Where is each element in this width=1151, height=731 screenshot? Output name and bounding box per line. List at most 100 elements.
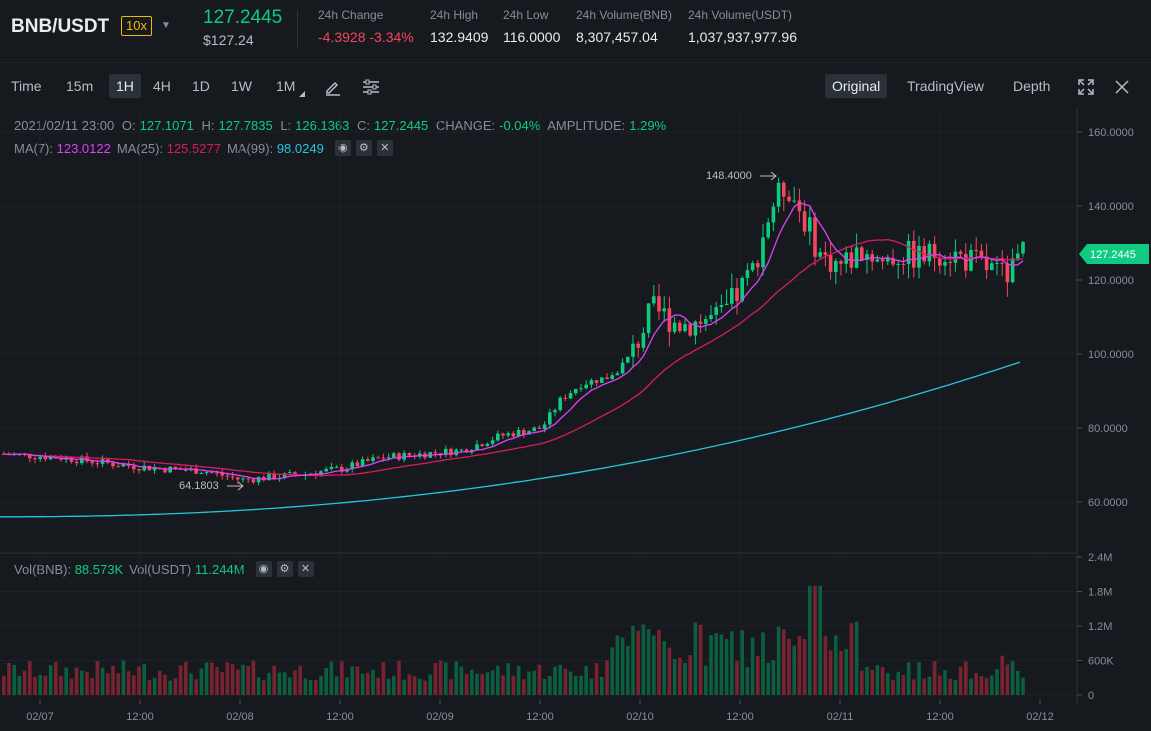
interval-time[interactable]: Time bbox=[11, 78, 42, 94]
volume-bar bbox=[246, 666, 250, 695]
volume-bar bbox=[22, 670, 27, 695]
dropdown-corner-icon[interactable] bbox=[299, 91, 305, 97]
volume-legend: Vol(BNB): 88.573K Vol(USDT) 11.244M ◉ ⚙ … bbox=[14, 561, 314, 577]
ohlc-amplitude-label: AMPLITUDE: bbox=[547, 118, 626, 133]
view-original[interactable]: Original bbox=[825, 74, 888, 98]
stat-24h-change: 24h Change -4.3928 -3.34% bbox=[318, 8, 414, 45]
chart-toolbar: Time 15m 1H 4H 1D 1W 1M Original Trading… bbox=[0, 69, 1151, 103]
candle-body bbox=[901, 263, 906, 265]
volume-tick-label: 1.8M bbox=[1088, 587, 1112, 599]
candle-body bbox=[953, 251, 958, 263]
close-icon[interactable]: ✕ bbox=[376, 140, 393, 156]
chevron-down-icon[interactable]: ▼ bbox=[161, 20, 171, 31]
volume-bar bbox=[158, 670, 162, 695]
time-axis: 02/07 12:00 02/08 12:00 02/09 12:00 02/10 12:00… bbox=[26, 700, 1054, 723]
candle-body bbox=[334, 466, 339, 468]
volume-bar bbox=[906, 662, 911, 695]
volume-bar bbox=[256, 677, 261, 695]
volume-bar bbox=[745, 667, 750, 695]
interval-1m[interactable]: 1M bbox=[276, 78, 296, 94]
candle-body bbox=[204, 472, 209, 474]
interval-1w[interactable]: 1W bbox=[231, 78, 252, 94]
candle-body bbox=[802, 211, 807, 232]
volume-bar bbox=[376, 677, 380, 695]
arrow-right-icon bbox=[760, 171, 777, 181]
candle-body bbox=[282, 473, 287, 478]
volume-bar bbox=[314, 680, 318, 695]
candle-body bbox=[553, 410, 557, 413]
volume-bar bbox=[724, 639, 729, 695]
candle-body bbox=[241, 478, 245, 480]
close-icon[interactable]: ✕ bbox=[297, 561, 314, 577]
ma7-line bbox=[3, 202, 1024, 480]
candle-body bbox=[392, 453, 396, 458]
candle-body bbox=[750, 263, 755, 271]
candle-body bbox=[506, 433, 510, 436]
price-tick-label: 140.0000 bbox=[1088, 201, 1134, 213]
interval-1h[interactable]: 1H bbox=[109, 74, 141, 98]
view-depth[interactable]: Depth bbox=[1013, 78, 1051, 94]
volume-bar bbox=[605, 660, 609, 695]
pair-symbol[interactable]: BNB/USDT bbox=[11, 16, 110, 37]
volume-bar bbox=[860, 670, 864, 695]
volume-bar bbox=[964, 661, 968, 695]
candle-body bbox=[80, 456, 84, 464]
volume-bar bbox=[340, 661, 344, 695]
volume-bar bbox=[329, 661, 334, 695]
volume-bar bbox=[220, 672, 224, 695]
candle-body bbox=[709, 314, 713, 320]
candle-body bbox=[735, 288, 739, 302]
candle-body bbox=[376, 457, 380, 459]
candle-body bbox=[1005, 263, 1010, 283]
volume-bar bbox=[636, 630, 640, 695]
chart-grid bbox=[0, 108, 1077, 700]
volume-bar bbox=[418, 678, 422, 695]
ohlc-open: 127.1071 bbox=[139, 118, 194, 133]
volume-bar bbox=[366, 672, 370, 695]
candlesticks bbox=[2, 177, 1025, 486]
volume-bar bbox=[537, 664, 542, 695]
interval-15m[interactable]: 15m bbox=[66, 78, 94, 94]
candle-body bbox=[782, 182, 786, 197]
volume-bar bbox=[626, 645, 630, 695]
candle-body bbox=[995, 262, 999, 264]
settings-icon[interactable]: ⚙ bbox=[355, 140, 372, 156]
volume-bar bbox=[334, 676, 339, 695]
ma99-label: MA(99): bbox=[226, 140, 274, 156]
candle-body bbox=[501, 433, 505, 436]
volume-bar bbox=[657, 630, 661, 695]
settings-icon[interactable]: ⚙ bbox=[276, 561, 293, 577]
volume-bar bbox=[600, 676, 604, 695]
interval-1d[interactable]: 1D bbox=[192, 78, 210, 94]
candle-body bbox=[407, 452, 412, 456]
leverage-badge[interactable]: 10x bbox=[121, 16, 152, 36]
view-tradingview[interactable]: TradingView bbox=[907, 78, 985, 94]
candle-body bbox=[548, 412, 552, 425]
expand-icon[interactable] bbox=[1077, 78, 1095, 96]
candle-body bbox=[355, 462, 360, 467]
settings-sliders-icon[interactable] bbox=[362, 78, 380, 96]
market-header: BNB/USDT 10x ▼ 127.2445 $127.24 24h Chan… bbox=[0, 0, 1151, 63]
eye-icon[interactable]: ◉ bbox=[255, 561, 272, 577]
volume-bar bbox=[522, 679, 526, 695]
eye-icon[interactable]: ◉ bbox=[334, 140, 351, 156]
candle-body bbox=[256, 476, 261, 483]
candle-body bbox=[496, 433, 500, 441]
candle-body bbox=[818, 252, 822, 257]
interval-4h[interactable]: 4H bbox=[153, 78, 171, 94]
last-price-tag-label: 127.2445 bbox=[1090, 249, 1136, 261]
volume-bars bbox=[2, 585, 1025, 695]
volume-bar bbox=[631, 625, 635, 695]
candle-body bbox=[641, 332, 646, 348]
ohlc-open-label: O: bbox=[121, 118, 136, 133]
candle-body bbox=[704, 319, 708, 324]
volume-bar bbox=[610, 647, 614, 695]
candle-body bbox=[646, 303, 651, 333]
volume-bar bbox=[594, 663, 599, 695]
pencil-icon[interactable] bbox=[324, 78, 342, 96]
candle-body bbox=[672, 322, 677, 332]
volume-bar bbox=[386, 678, 391, 695]
volume-bar bbox=[1005, 664, 1010, 695]
price-chart[interactable]: 160.0000 140.0000 120.0000 100.0000 80.0000 6… bbox=[0, 108, 1151, 731]
close-icon[interactable] bbox=[1113, 78, 1131, 96]
